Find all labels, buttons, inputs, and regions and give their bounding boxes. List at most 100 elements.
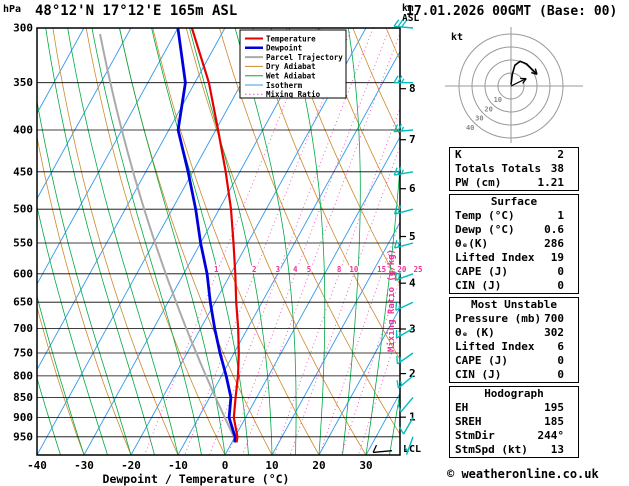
svg-text:5: 5 [307, 265, 312, 274]
svg-text:30: 30 [475, 115, 483, 123]
table-row-label: Temp (°C) [455, 209, 515, 222]
svg-text:650: 650 [13, 296, 33, 309]
table-row: θₑ(K) 286 [450, 237, 578, 251]
table-row-label: θₑ (K) [455, 326, 495, 339]
table-row-label: CIN (J) [455, 279, 502, 292]
svg-text:kt: kt [451, 32, 463, 43]
svg-text:-40: -40 [27, 459, 47, 472]
svg-text:1: 1 [214, 265, 219, 274]
svg-text:7: 7 [409, 133, 416, 146]
table-row-label: CAPE (J) [455, 265, 508, 278]
svg-text:40: 40 [466, 124, 474, 132]
copyright: © weatheronline.co.uk [447, 467, 599, 481]
table-row-label: StmDir [455, 429, 495, 442]
svg-text:LCL: LCL [403, 444, 421, 455]
table-row: CIN (J) 0 [450, 279, 578, 293]
datetime-title: 17.01.2026 00GMT (Base: 00) [406, 4, 618, 19]
svg-text:30: 30 [359, 459, 372, 472]
table-row-value: 0 [557, 279, 564, 292]
table-row-label: Lifted Index [455, 340, 535, 353]
pressure-axis-labels: 300 350 400 450 500 550 600 650 700 750 800 850 900 9… [13, 22, 33, 444]
svg-text:700: 700 [13, 322, 33, 335]
table-row: PW (cm) 1.21 [450, 176, 578, 190]
parcel-trajectory-curve [99, 33, 238, 443]
hodograph-ring [458, 33, 564, 139]
table-row-label: PW (cm) [455, 176, 502, 189]
table-row: SREH 185 [450, 415, 578, 429]
svg-text:450: 450 [13, 165, 33, 178]
wind-barbs [372, 19, 414, 455]
svg-text:750: 750 [13, 347, 33, 360]
table-row-value: 195 [544, 401, 564, 414]
table-row-value: 0 [557, 354, 564, 367]
svg-text:Dewpoint: Dewpoint [266, 44, 302, 53]
table-row: Dewp (°C) 0.6 [450, 223, 578, 237]
svg-text:25: 25 [413, 265, 422, 274]
hodograph-trace [510, 60, 538, 85]
svg-text:Wet Adiabat: Wet Adiabat [266, 72, 316, 81]
table-row: EH 195 [450, 401, 578, 415]
svg-text:Dry Adiabat: Dry Adiabat [266, 62, 316, 71]
table-row-value: 1.21 [537, 176, 565, 189]
table-section-indices: K 2 Totals Totals 38 PW (cm) 1.21 [449, 147, 579, 191]
table-section-title: Hodograph [484, 387, 544, 400]
table-row: Lifted Index 19 [450, 251, 578, 265]
pressure-gridlines [37, 28, 400, 438]
table-row-label: Dewp (°C) [455, 223, 515, 236]
table-row: Pressure (mb) 700 [450, 312, 578, 326]
table-row-label: StmSpd (kt) [455, 443, 528, 456]
table-row: Totals Totals 38 [450, 162, 578, 176]
svg-text:2: 2 [252, 265, 257, 274]
table-row: CAPE (J) 0 [450, 265, 578, 279]
station-title: 48°12'N 17°12'E 165m ASL [35, 3, 238, 19]
svg-text:850: 850 [13, 391, 33, 404]
table-section-most_unstable: Most Unstable Pressure (mb) 700 θₑ (K) 302 Li… [449, 297, 579, 383]
svg-text:km: km [402, 3, 414, 14]
table-row: Lifted Index 6 [450, 340, 578, 354]
svg-text:600: 600 [13, 267, 33, 280]
svg-text:Parcel Trajectory: Parcel Trajectory [266, 53, 343, 62]
table-section-surface: Surface Temp (°C) 1 Dewp (°C) 0.6 θₑ(K) 286 Lif… [449, 194, 579, 294]
table-row-label: K [455, 148, 462, 161]
table-row: CIN (J) 0 [450, 368, 578, 382]
svg-text:0: 0 [222, 459, 229, 472]
table-row-label: θₑ(K) [455, 237, 489, 250]
table-row-label: Lifted Index [455, 251, 535, 264]
svg-text:4: 4 [293, 265, 298, 274]
svg-text:950: 950 [13, 430, 33, 443]
svg-text:550: 550 [13, 237, 33, 250]
table-row-label: Pressure (mb) [455, 312, 542, 325]
table-section-title: Surface [490, 195, 538, 208]
svg-text:20: 20 [312, 459, 325, 472]
table-row-value: 302 [544, 326, 564, 339]
temperature-curve [190, 28, 240, 443]
svg-text:8: 8 [337, 265, 342, 274]
svg-text:Temperature: Temperature [266, 34, 316, 43]
svg-text:4: 4 [409, 277, 416, 290]
svg-text:-20: -20 [121, 459, 141, 472]
table-row-value: 0 [557, 368, 564, 381]
svg-text:350: 350 [13, 76, 33, 89]
svg-text:hPa: hPa [3, 4, 21, 15]
table-row: θₑ (K) 302 [450, 326, 578, 340]
table-row-label: EH [455, 401, 469, 414]
table-row-value: 244° [537, 429, 565, 442]
table-row-label: CIN (J) [455, 368, 502, 381]
table-row-value: 13 [550, 443, 564, 456]
svg-text:-10: -10 [168, 459, 188, 472]
table-row-value: 1 [557, 209, 564, 222]
svg-text:6: 6 [409, 182, 416, 195]
dewpoint-curve [176, 28, 237, 443]
svg-text:15: 15 [377, 265, 386, 274]
hodograph-ring [497, 72, 525, 100]
svg-text:1: 1 [409, 411, 416, 424]
altitude-axis-labels: 87654321 [400, 82, 416, 424]
table-row-value: 0.6 [544, 223, 564, 236]
table-row-label: SREH [455, 415, 482, 428]
svg-text:2: 2 [409, 367, 416, 380]
table-row-label: CAPE (J) [455, 354, 508, 367]
table-row: StmSpd (kt) 13 [450, 443, 578, 457]
